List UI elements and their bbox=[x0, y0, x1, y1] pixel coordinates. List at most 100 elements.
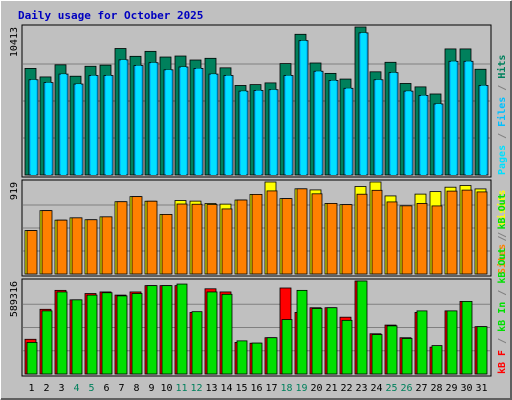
day-label: 2 bbox=[43, 383, 49, 394]
panel-hits: 10413 bbox=[9, 24, 492, 178]
day-label: 18 bbox=[280, 383, 292, 394]
bar-kb-out bbox=[476, 326, 488, 375]
bar-kb-out bbox=[86, 294, 98, 375]
day-label: 28 bbox=[430, 383, 442, 394]
bar-pages bbox=[361, 32, 366, 176]
legend-entry: kB In bbox=[497, 302, 508, 338]
bar-sites bbox=[311, 193, 323, 275]
bar-sites bbox=[146, 200, 158, 275]
day-label: 31 bbox=[475, 383, 487, 394]
legend-entry: kB Out bbox=[497, 193, 508, 235]
bar-pages bbox=[271, 89, 276, 175]
bar-kb-out bbox=[356, 280, 368, 375]
day-label: 22 bbox=[340, 383, 352, 394]
bar-pages bbox=[241, 91, 246, 175]
bar-pages bbox=[481, 85, 486, 175]
bar-sites bbox=[341, 204, 353, 275]
legend-text-kbytes: kB F / kB In / kB Out / kB Out bbox=[497, 193, 508, 374]
bar-pages bbox=[421, 95, 426, 175]
day-label: 20 bbox=[310, 383, 322, 394]
bar-kb-out bbox=[26, 342, 38, 375]
bar-kb-out bbox=[341, 319, 353, 375]
bar-kb-out bbox=[146, 285, 158, 375]
day-label: 11 bbox=[175, 383, 187, 394]
bar-sites bbox=[206, 204, 218, 275]
legend-visits: Sites / Visits bbox=[496, 190, 508, 274]
bar-pages bbox=[391, 72, 396, 175]
bar-sites bbox=[356, 193, 368, 275]
bar-pages bbox=[331, 80, 336, 175]
bar-pages bbox=[436, 103, 441, 175]
bar-sites bbox=[161, 214, 173, 275]
legend-entry: Sites bbox=[496, 244, 508, 274]
bar-kb-out bbox=[41, 310, 53, 375]
bar-sites bbox=[191, 203, 203, 275]
bar-kb-out bbox=[416, 310, 428, 375]
bar-kb-out bbox=[461, 301, 473, 375]
bar-sites bbox=[176, 203, 188, 275]
bar-pages bbox=[136, 65, 141, 175]
bar-pages bbox=[121, 59, 126, 175]
bar-kb-out bbox=[371, 334, 383, 375]
day-label: 9 bbox=[148, 383, 154, 394]
y-max-label-kbytes: 589316 bbox=[9, 281, 20, 317]
legend-entry: / bbox=[497, 290, 508, 302]
bar-kb-out bbox=[71, 299, 83, 375]
bar-sites bbox=[401, 205, 413, 275]
bar-pages bbox=[376, 79, 381, 175]
day-label: 23 bbox=[355, 383, 367, 394]
bar-pages bbox=[166, 69, 171, 175]
day-label: 29 bbox=[445, 383, 457, 394]
x-axis-labels: 1 2 3 4 5 6 7 8 9 10 11 12 13 14 15 16 17 18 19 20 21 22 23 24 2… bbox=[28, 383, 487, 394]
bar-kb-out bbox=[431, 345, 443, 375]
day-label: 16 bbox=[250, 383, 262, 394]
legend-entry: Files bbox=[496, 97, 508, 133]
bar-pages bbox=[301, 40, 306, 176]
bar-sites bbox=[431, 205, 443, 275]
bar-sites bbox=[236, 199, 248, 275]
day-label: 27 bbox=[415, 383, 427, 394]
bar-pages bbox=[406, 91, 411, 175]
day-label: 13 bbox=[205, 383, 217, 394]
bar-pages bbox=[76, 84, 81, 175]
bar-sites bbox=[101, 216, 113, 275]
bar-kb-out bbox=[311, 308, 323, 375]
bar-sites bbox=[221, 208, 233, 275]
day-label: 4 bbox=[73, 383, 79, 394]
bar-pages bbox=[91, 75, 96, 175]
bar-pages bbox=[181, 66, 186, 175]
bar-sites bbox=[281, 198, 293, 275]
bar-kb-out bbox=[296, 289, 308, 375]
bar-kb-out bbox=[176, 283, 188, 375]
day-label: 24 bbox=[370, 383, 382, 394]
bar-pages bbox=[196, 68, 201, 175]
bar-sites bbox=[476, 191, 488, 275]
legend-entry: Pages bbox=[497, 145, 508, 175]
bar-kb-out bbox=[161, 285, 173, 375]
bar-pages bbox=[61, 74, 66, 175]
bar-sites bbox=[71, 217, 83, 275]
day-label: 1 bbox=[28, 383, 34, 394]
day-label: 5 bbox=[88, 383, 94, 394]
bar-kb-out bbox=[386, 325, 398, 375]
y-max-label-hits: 10413 bbox=[9, 27, 20, 57]
chart-title: Daily usage for October 2025 bbox=[18, 9, 203, 22]
bar-sites bbox=[41, 210, 53, 275]
bar-sites bbox=[296, 188, 308, 275]
bar-sites bbox=[326, 203, 338, 275]
bar-pages bbox=[316, 71, 321, 175]
bar-kb-out bbox=[251, 342, 263, 375]
bar-pages bbox=[451, 61, 456, 175]
legend-entry: / bbox=[497, 232, 508, 244]
day-label: 30 bbox=[460, 383, 472, 394]
bar-sites bbox=[461, 189, 473, 275]
bar-pages bbox=[346, 88, 351, 175]
day-label: 19 bbox=[295, 383, 307, 394]
bar-kb-out bbox=[266, 337, 278, 375]
legend-entry: kB Out bbox=[497, 248, 508, 290]
bar-pages bbox=[211, 74, 216, 175]
bar-kb-out bbox=[131, 293, 143, 375]
bar-sites bbox=[116, 201, 128, 275]
day-label: 14 bbox=[220, 383, 232, 394]
day-label: 8 bbox=[133, 383, 139, 394]
